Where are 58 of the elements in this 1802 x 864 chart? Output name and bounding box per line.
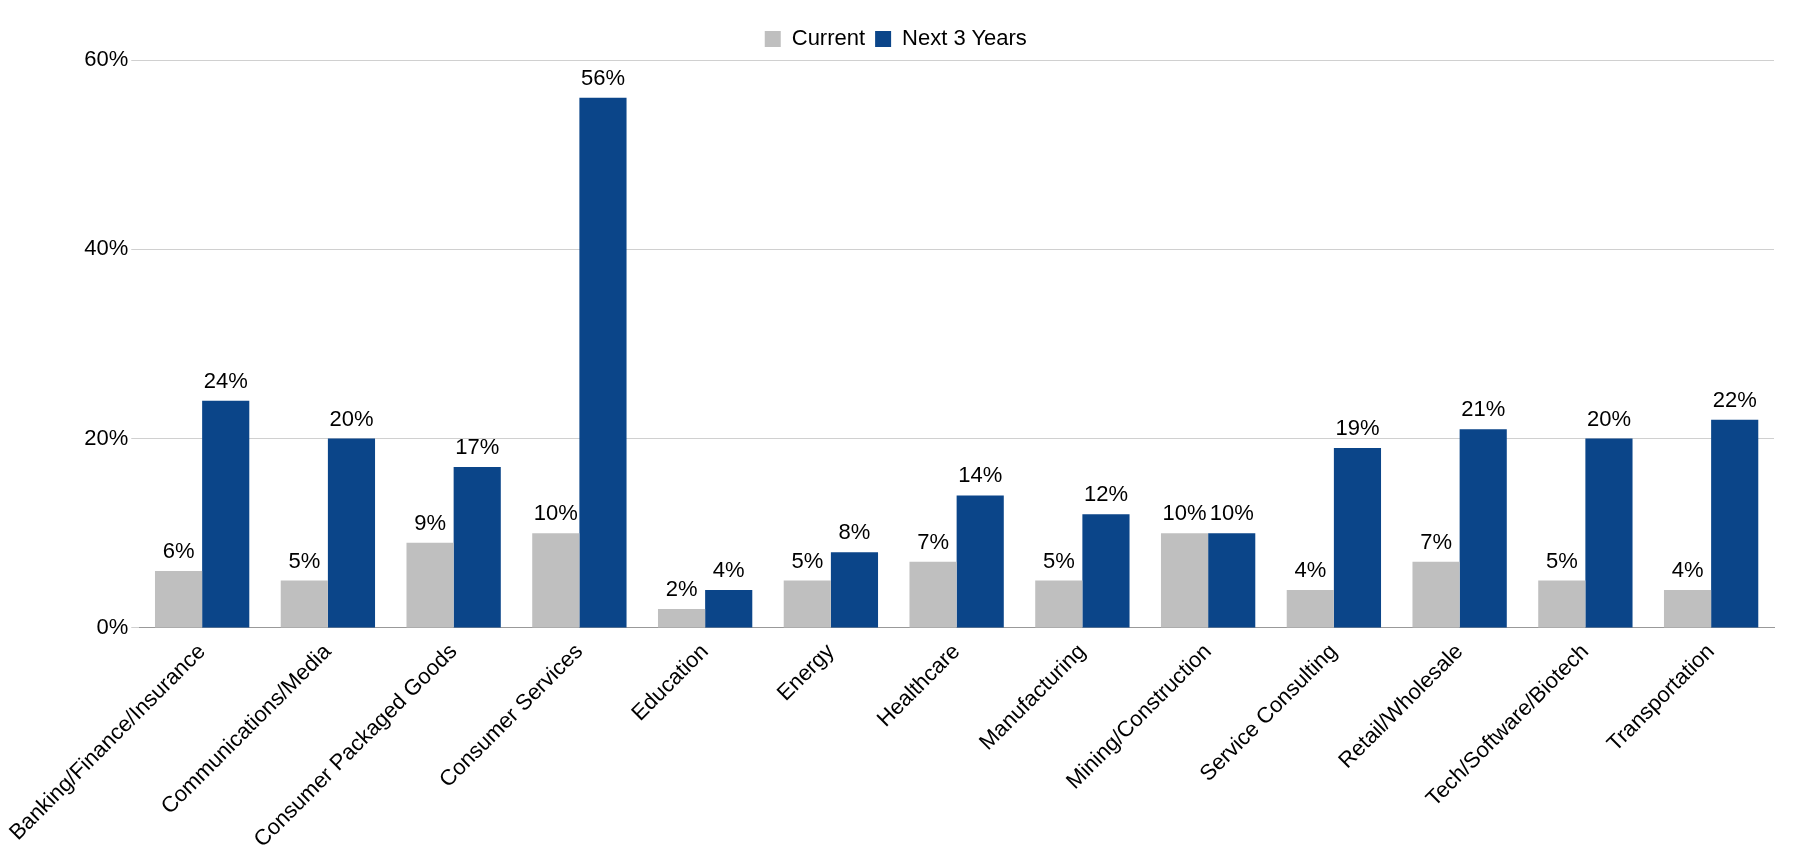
- data-label: 10%: [1162, 500, 1207, 526]
- bar: [327, 438, 376, 628]
- y-tick-label: 60%: [84, 46, 129, 72]
- data-label: 9%: [414, 509, 446, 535]
- data-label: 22%: [1712, 386, 1757, 412]
- bar: [1585, 438, 1633, 628]
- data-label: 4%: [1671, 557, 1704, 583]
- data-label: 7%: [1420, 528, 1452, 554]
- bar: [783, 580, 831, 628]
- bar: [280, 580, 328, 628]
- bar: [154, 571, 203, 628]
- bar: [1082, 514, 1130, 628]
- data-label: 2%: [665, 576, 698, 602]
- bar: [1286, 590, 1334, 628]
- legend-label: Next 3 Years: [902, 25, 1027, 51]
- legend-label: Current: [791, 25, 866, 51]
- bar: [532, 533, 580, 628]
- y-tick-label: 0%: [96, 613, 129, 639]
- bar: [1412, 561, 1460, 628]
- bar: [657, 608, 706, 628]
- data-label: 17%: [455, 434, 500, 460]
- bar: [202, 400, 250, 628]
- bar: [1333, 448, 1382, 628]
- data-label: 7%: [917, 528, 949, 554]
- data-label: 12%: [1083, 481, 1128, 507]
- bar: [1459, 429, 1507, 628]
- data-label: 24%: [203, 367, 248, 393]
- data-label: 20%: [329, 405, 374, 431]
- bar: [1035, 580, 1083, 628]
- data-label: 20%: [1586, 405, 1631, 431]
- data-label: 10%: [1209, 500, 1254, 526]
- bar: [1208, 533, 1256, 628]
- data-label: 56%: [580, 64, 625, 90]
- bar: [830, 552, 879, 628]
- data-label: 5%: [1545, 547, 1578, 573]
- y-tick-label: 20%: [84, 424, 129, 450]
- bar: [453, 467, 501, 628]
- data-label: 5%: [288, 547, 321, 573]
- bar: [1663, 590, 1712, 628]
- data-label: 4%: [1294, 557, 1327, 583]
- bar: [956, 495, 1004, 628]
- bar: [1160, 533, 1209, 628]
- data-label: 19%: [1335, 415, 1380, 441]
- data-label: 4%: [712, 557, 745, 583]
- y-tick-label: 40%: [84, 235, 129, 261]
- data-label: 8%: [838, 519, 871, 545]
- data-label: 6%: [162, 538, 195, 564]
- bar: [705, 590, 753, 628]
- bar: [1711, 419, 1759, 628]
- bar: [406, 542, 454, 628]
- data-label: 10%: [533, 500, 578, 526]
- bar: [579, 97, 627, 628]
- bar: [909, 561, 957, 628]
- bar: [1538, 580, 1586, 628]
- data-label: 21%: [1461, 396, 1506, 422]
- data-label: 5%: [1042, 547, 1075, 573]
- data-label: 14%: [958, 462, 1003, 488]
- data-label: 5%: [791, 547, 824, 573]
